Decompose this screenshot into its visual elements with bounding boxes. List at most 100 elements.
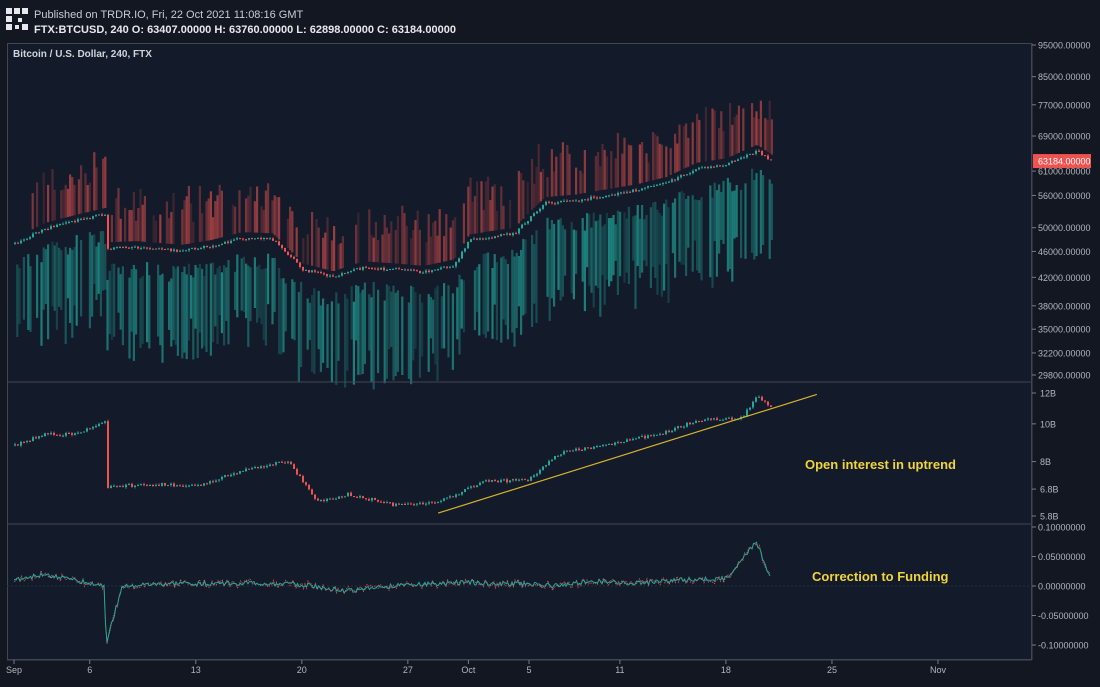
oi-candle-body (683, 426, 685, 428)
band-up-mark (401, 205, 404, 265)
candle-body (722, 165, 724, 167)
band-down-mark (625, 218, 628, 273)
candle-body (257, 237, 259, 239)
band-down-mark (581, 218, 584, 282)
band-up-mark (117, 188, 120, 242)
candle-body (587, 199, 589, 201)
price-tick-label: 29800.00000 (1038, 371, 1091, 381)
funding-pane[interactable] (7, 541, 1032, 645)
band-up-mark (341, 236, 344, 269)
time-tick-label: 6 (87, 665, 92, 675)
band-up-mark (93, 152, 96, 211)
band-up-mark (410, 238, 413, 265)
oi-candle-body (476, 485, 478, 488)
band-up-mark (330, 240, 333, 271)
candle-body (563, 200, 565, 202)
funding-predicted-line (13, 542, 771, 645)
candle-body (185, 250, 187, 252)
band-down-mark (214, 274, 217, 327)
candle-body (182, 250, 184, 252)
oi-candle-body (113, 485, 115, 487)
oi-candle-body (233, 473, 235, 475)
candle-body (263, 237, 265, 239)
band-down-mark (495, 262, 498, 341)
band-down-mark (176, 266, 179, 356)
band-down-mark (456, 287, 459, 340)
candle-body (536, 211, 538, 214)
oi-candle-body (488, 480, 490, 482)
price-pane[interactable] (14, 100, 773, 390)
band-up-mark (685, 123, 688, 168)
band-up-mark (405, 225, 408, 265)
candle-body (719, 165, 721, 167)
oi-candle-body (548, 461, 550, 466)
oi-candle-body (20, 441, 22, 446)
candle-body (611, 194, 613, 196)
band-down-mark (203, 276, 206, 347)
candle-body (674, 179, 676, 181)
oi-candle-body (98, 423, 100, 426)
band-up-mark (370, 234, 373, 262)
oi-candle-body (290, 461, 292, 465)
band-up-mark (337, 244, 340, 270)
candle-body (692, 170, 694, 174)
band-down-mark (368, 294, 371, 351)
oi-candle-body (695, 421, 697, 423)
band-up-mark (770, 119, 773, 155)
band-up-mark (357, 212, 360, 263)
oi-candle-body (32, 437, 34, 442)
band-down-mark (586, 213, 589, 268)
candle-body (53, 226, 55, 228)
oi-candle-body (173, 483, 175, 487)
oi-candle-body (260, 466, 262, 468)
oi-candle-body (623, 442, 625, 443)
band-up-mark (165, 201, 168, 244)
band-down-mark (473, 270, 476, 331)
candle-body (80, 218, 82, 220)
band-up-mark (469, 177, 472, 235)
band-down-mark (476, 267, 479, 312)
oi-candle-body (29, 441, 31, 443)
band-down-mark (671, 202, 674, 254)
band-down-mark (665, 199, 668, 264)
band-up-mark (436, 235, 439, 263)
oi-candle-body (248, 468, 250, 470)
oi-candle-body (674, 427, 676, 431)
band-down-mark (300, 281, 303, 368)
candle-body (740, 157, 742, 160)
oi-candle-body (278, 461, 280, 463)
time-tick-label: 5 (527, 665, 532, 675)
oi-candle-body (452, 496, 454, 498)
candle-body (89, 218, 91, 220)
band-down-mark (700, 197, 703, 281)
band-up-mark (742, 108, 745, 151)
candle-body (605, 195, 607, 198)
oi-candle-body (326, 498, 328, 501)
oi-candle-body (638, 436, 640, 439)
price-tick-label: 46000.00000 (1038, 247, 1091, 257)
candle-body (98, 214, 100, 216)
candle-body (473, 238, 475, 240)
oi-candle-body (209, 481, 211, 484)
open-interest-pane[interactable] (14, 393, 817, 514)
oi-candle-body (182, 485, 184, 487)
band-down-mark (590, 227, 593, 293)
price-tick-label: 95000.00000 (1038, 41, 1091, 51)
candle-body (500, 234, 502, 237)
band-down-mark (533, 244, 536, 304)
band-down-mark (36, 254, 39, 318)
time-tick-label: Oct (461, 665, 476, 675)
candle-body (767, 155, 769, 160)
oi-candle-body (356, 496, 358, 498)
candle-body (533, 213, 535, 217)
candle-body (437, 269, 439, 271)
candle-body (725, 165, 727, 167)
band-down-mark (667, 207, 670, 303)
band-down-mark (524, 239, 527, 314)
band-down-mark (550, 220, 553, 299)
band-down-mark (47, 244, 50, 340)
oi-candle-body (401, 504, 403, 505)
band-up-mark (286, 218, 289, 248)
oi-candle-body (62, 435, 64, 437)
